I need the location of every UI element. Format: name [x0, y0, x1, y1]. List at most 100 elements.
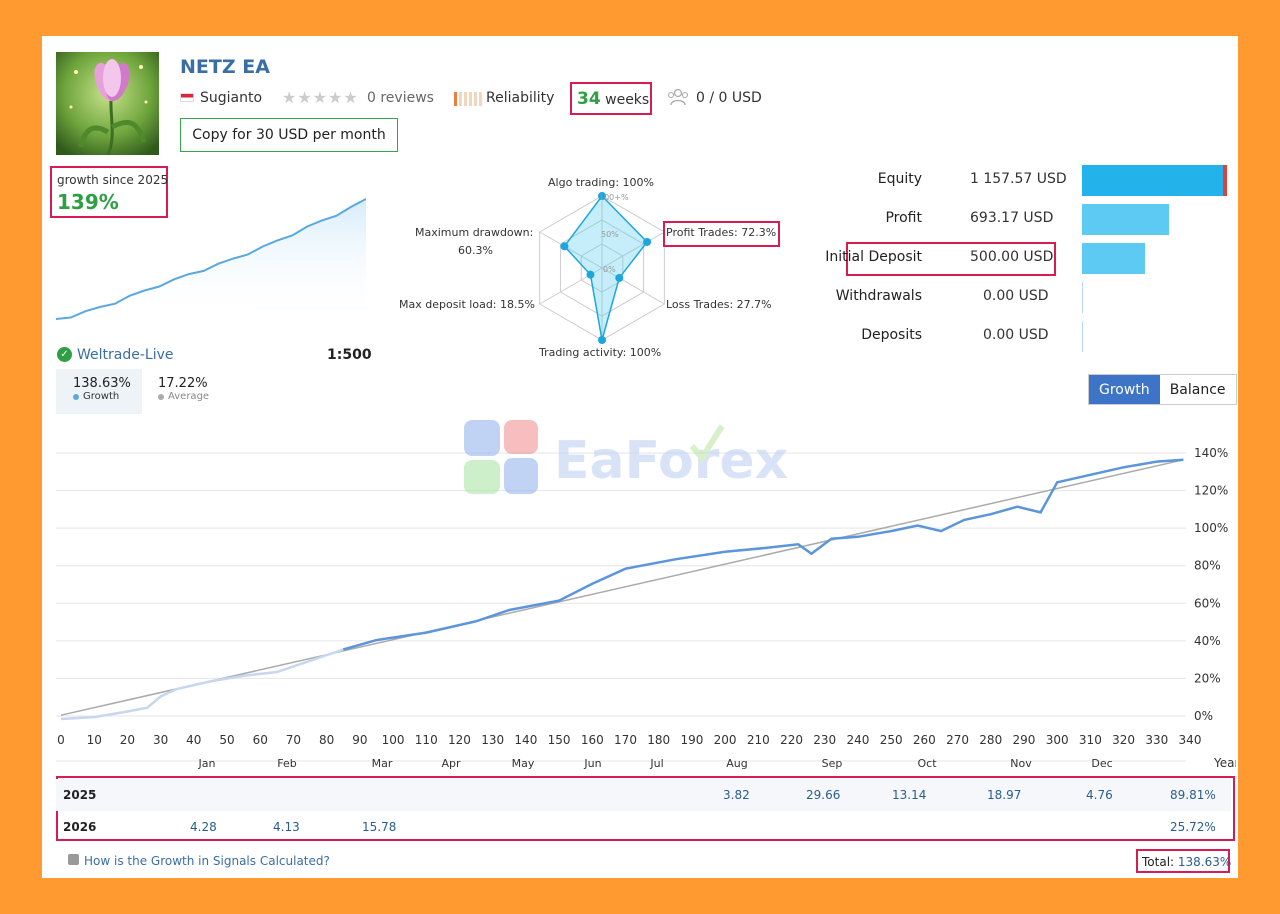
x-tick-label: 320 — [1112, 733, 1135, 747]
growth-stat-value: 138.63% — [73, 376, 131, 391]
metric-value: 0.00 USD — [983, 288, 1049, 304]
ytd-cell-aug: 3.82 — [723, 788, 750, 802]
ytd-cell-nov: 18.97 — [987, 788, 1022, 802]
total-value: 138.63% — [1177, 855, 1232, 869]
radar-point — [560, 242, 569, 251]
x-tick-label: 0 — [57, 733, 65, 747]
subscribers-value: 0 / 0 USD — [696, 90, 762, 106]
ytd-year: 2026 — [63, 820, 97, 834]
x-tick-label: 30 — [153, 733, 168, 747]
reliability-bars-icon — [454, 92, 482, 106]
month-label: Jul — [649, 757, 663, 770]
metric-bar — [1082, 243, 1145, 274]
watermark-text: EaForex — [554, 431, 788, 491]
y-tick-label: 120% — [1194, 484, 1228, 498]
x-tick-label: 100 — [382, 733, 405, 747]
growth-stat-label: Growth — [83, 391, 120, 402]
metric-label: Withdrawals — [835, 288, 922, 304]
help-icon — [68, 854, 79, 865]
profit-trades-highlight — [663, 221, 780, 247]
x-tick-label: 230 — [813, 733, 836, 747]
trend-line — [60, 459, 1184, 716]
watermark-logo: EaForex — [460, 416, 830, 500]
radar-point — [615, 273, 624, 282]
x-tick-label: 190 — [680, 733, 703, 747]
x-tick-label: 330 — [1145, 733, 1168, 747]
ytd-cell-total: 25.72% — [1170, 820, 1216, 834]
x-tick-label: 340 — [1179, 733, 1202, 747]
metric-label: Deposits — [861, 327, 922, 343]
month-label: Sep — [822, 757, 843, 770]
subscribers-icon — [667, 88, 689, 110]
y-tick-label: 140% — [1194, 446, 1228, 460]
growth-tab[interactable]: Growth — [1089, 375, 1160, 404]
weeks-unit: weeks — [605, 92, 650, 108]
x-tick-label: 140 — [514, 733, 537, 747]
x-tick-label: 220 — [780, 733, 803, 747]
growth-line — [342, 458, 1184, 651]
growth-since-label: growth since 2025 — [57, 173, 169, 187]
metric-bar — [1082, 282, 1083, 313]
month-label: Nov — [1010, 757, 1032, 770]
author-link[interactable]: Sugianto — [200, 90, 263, 106]
equity-bar-cap — [1223, 165, 1227, 196]
x-tick-label: 120 — [448, 733, 471, 747]
signal-title[interactable]: NETZ EA — [180, 56, 270, 78]
total-label: Total: — [1142, 855, 1175, 869]
radar-drawdown-label: Maximum drawdown: — [415, 226, 534, 239]
y-tick-label: 20% — [1194, 671, 1221, 685]
month-label: Oct — [917, 757, 937, 770]
ytd-year: 2025 — [63, 788, 97, 802]
ytd-row-2026: 2026 4.28 4.13 15.78 25.72% — [56, 811, 1231, 843]
growth-stat-box[interactable]: 138.63% Growth — [56, 369, 142, 414]
ytd-cell-jan: 4.28 — [190, 820, 217, 834]
x-tick-label: 150 — [548, 733, 571, 747]
radar-point — [586, 270, 595, 279]
growth-calc-help-link[interactable]: How is the Growth in Signals Calculated? — [84, 854, 330, 868]
mini-chart-line — [56, 198, 366, 320]
x-tick-label: 280 — [979, 733, 1002, 747]
x-tick-label: 300 — [1046, 733, 1069, 747]
x-tick-label: 170 — [614, 733, 637, 747]
radar-point — [598, 336, 606, 344]
month-label: Feb — [277, 757, 296, 770]
x-tick-label: 80 — [319, 733, 334, 747]
rating-stars-icon: ★★★★★ — [282, 88, 359, 107]
broker-link[interactable]: Weltrade-Live — [77, 347, 174, 363]
x-tick-label: 60 — [253, 733, 268, 747]
average-stat[interactable]: 17.22% Average — [158, 376, 209, 402]
signal-avatar — [56, 52, 159, 155]
metric-bar — [1082, 165, 1227, 196]
ytd-cell-feb: 4.13 — [273, 820, 300, 834]
x-tick-label: 110 — [415, 733, 438, 747]
month-label: Dec — [1091, 757, 1112, 770]
growth-since-highlight — [50, 166, 168, 218]
ytd-cell-total: 89.81% — [1170, 788, 1216, 802]
x-tick-label: 290 — [1013, 733, 1036, 747]
x-tick-label: 50 — [219, 733, 234, 747]
radar-ring-50: 50% — [601, 230, 619, 239]
average-stat-value: 17.22% — [158, 376, 208, 391]
leverage-value: 1:500 — [327, 347, 372, 363]
x-tick-label: 20 — [120, 733, 135, 747]
copy-signal-button[interactable]: Copy for 30 USD per month — [180, 118, 398, 152]
signal-panel: NETZ EA Sugianto ★★★★★ 0 reviews Reliabi… — [42, 36, 1238, 878]
chart-y-axis: 0% 20% 40% 60% 80% 100% 120% 140% — [1194, 446, 1228, 723]
month-label: Aug — [726, 757, 747, 770]
month-label: Mar — [372, 757, 393, 770]
flag-icon — [180, 93, 194, 102]
average-dot-icon — [158, 393, 164, 400]
x-tick-label: 70 — [286, 733, 301, 747]
x-tick-label: 210 — [747, 733, 770, 747]
y-tick-label: 80% — [1194, 559, 1221, 573]
ytd-cell-dec: 4.76 — [1086, 788, 1113, 802]
ytd-cell-mar: 15.78 — [362, 820, 397, 834]
x-tick-label: 10 — [87, 733, 102, 747]
metric-bar — [1082, 321, 1083, 352]
radar-axis — [539, 231, 603, 269]
reviews-link[interactable]: 0 reviews — [367, 90, 434, 106]
weeks-count: 34 weeks — [577, 89, 649, 109]
balance-tab[interactable]: Balance — [1159, 375, 1236, 404]
month-label: Jan — [198, 757, 216, 770]
radar-ring-100: 100+% — [599, 193, 629, 202]
